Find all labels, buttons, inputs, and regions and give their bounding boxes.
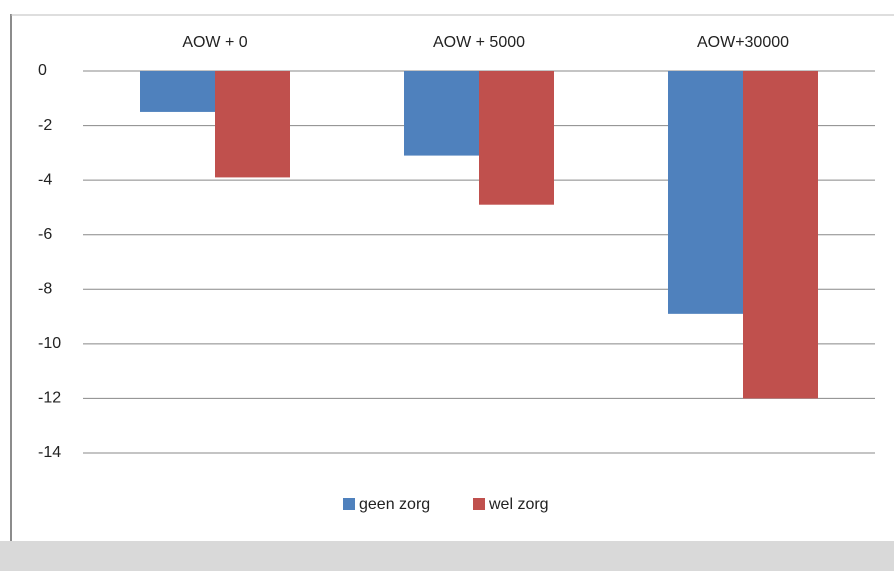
bar (743, 71, 818, 399)
y-tick-label: -12 (38, 390, 61, 407)
legend-label: wel zorg (488, 496, 549, 513)
category-label: AOW + 0 (182, 34, 247, 51)
bar (668, 71, 743, 314)
y-tick-label: -8 (38, 281, 52, 298)
bar (479, 71, 554, 205)
y-tick-label: -10 (38, 335, 61, 352)
bar (140, 71, 215, 112)
legend-label: geen zorg (359, 496, 430, 513)
y-tick-label: -6 (38, 226, 52, 243)
y-tick-label: -14 (38, 444, 61, 461)
y-tick-label: -2 (38, 117, 52, 134)
category-label: AOW + 5000 (433, 34, 525, 51)
y-tick-label: 0 (38, 62, 47, 79)
y-tick-label: -4 (38, 171, 52, 188)
bar (215, 71, 290, 178)
bar (404, 71, 479, 156)
category-label: AOW+30000 (697, 34, 789, 51)
legend-swatch (343, 498, 355, 510)
legend-swatch (473, 498, 485, 510)
bottom-band (0, 541, 894, 571)
